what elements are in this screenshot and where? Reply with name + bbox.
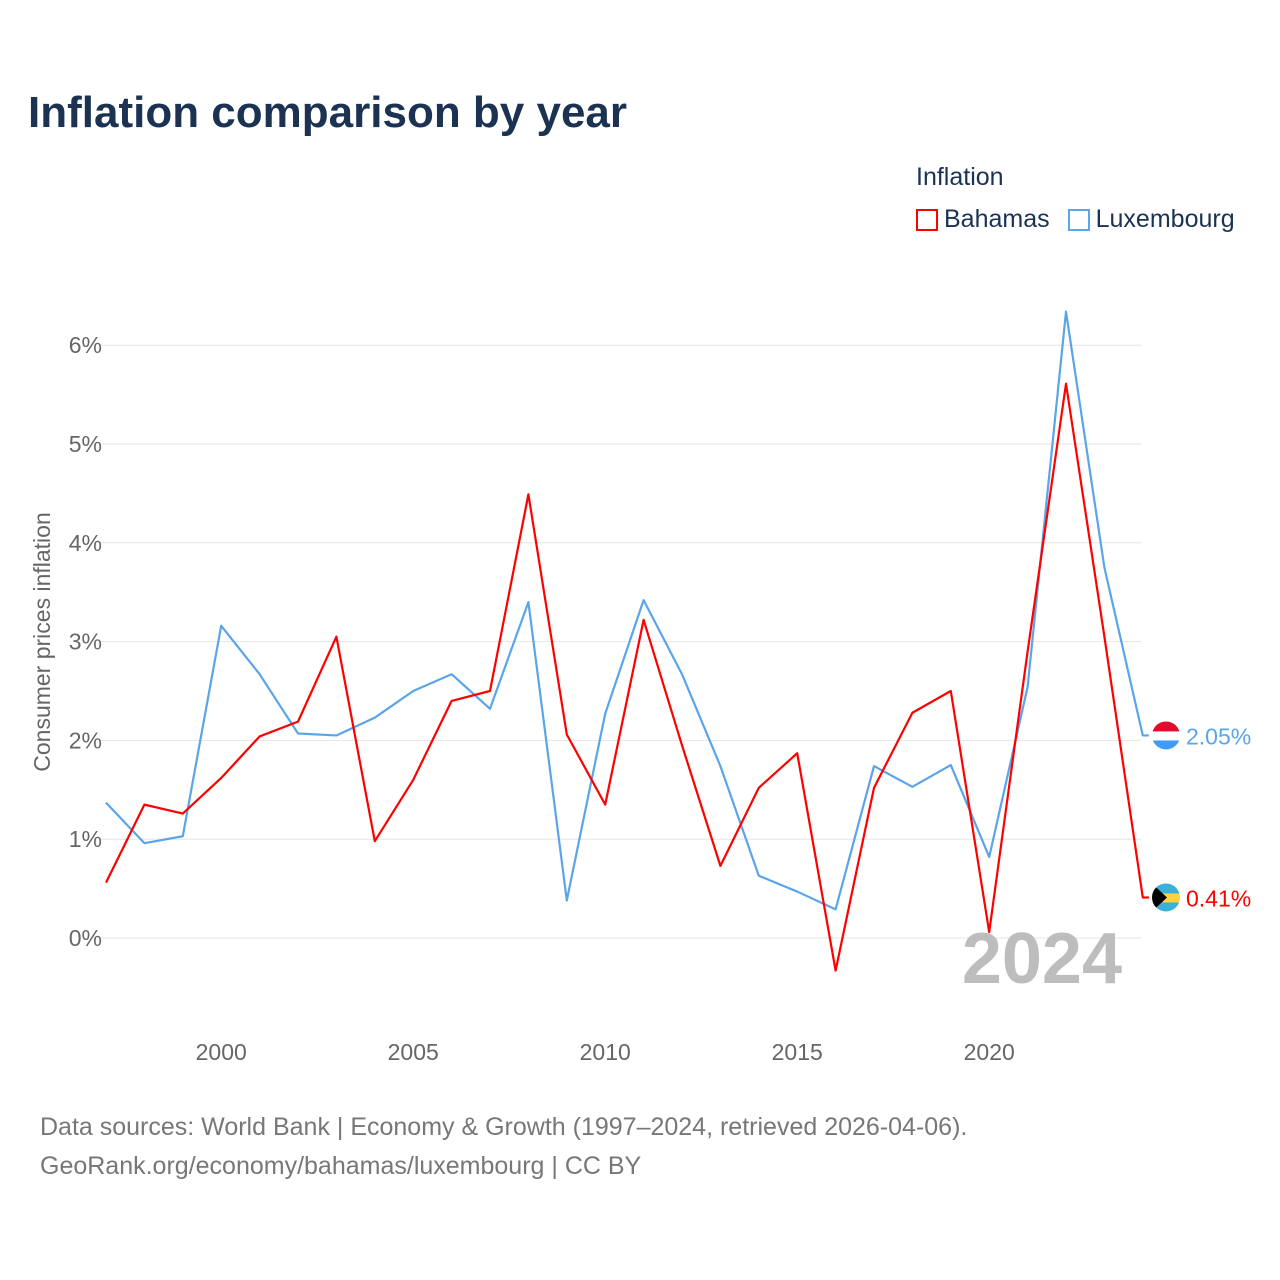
source-note: Data sources: World Bank | Economy & Gro… bbox=[40, 1108, 967, 1186]
y-tick-label: 4% bbox=[69, 530, 102, 556]
end-value-label: 0.41% bbox=[1186, 885, 1251, 911]
y-tick-label: 5% bbox=[69, 431, 102, 457]
luxembourg-flag-icon bbox=[1152, 721, 1180, 750]
y-tick-label: 1% bbox=[69, 826, 102, 852]
y-tick-label: 0% bbox=[69, 925, 102, 951]
x-tick-label: 2020 bbox=[964, 1039, 1015, 1065]
legend-label: Bahamas bbox=[944, 205, 1050, 233]
legend-label: Luxembourg bbox=[1095, 205, 1235, 233]
y-tick-label: 6% bbox=[69, 332, 102, 358]
x-tick-label: 2015 bbox=[772, 1039, 823, 1065]
legend: Bahamas Luxembourg bbox=[916, 205, 1235, 234]
year-watermark: 2024 bbox=[962, 919, 1122, 999]
bahamas-flag-icon bbox=[1152, 883, 1180, 912]
source-line-1: Data sources: World Bank | Economy & Gro… bbox=[40, 1113, 968, 1141]
y-tick-label: 3% bbox=[69, 629, 102, 655]
chart-title: Inflation comparison by year bbox=[28, 88, 628, 137]
legend-item-luxembourg[interactable]: Luxembourg bbox=[1067, 205, 1235, 234]
legend-swatch-luxembourg bbox=[1067, 208, 1090, 231]
legend-item-bahamas[interactable]: Bahamas bbox=[916, 205, 1050, 234]
y-tick-label: 2% bbox=[69, 727, 102, 753]
legend-swatch-bahamas bbox=[916, 208, 938, 231]
x-tick-label: 2010 bbox=[580, 1039, 631, 1065]
legend-title: Inflation bbox=[916, 163, 1004, 191]
x-tick-label: 2005 bbox=[388, 1039, 439, 1065]
end-value-label: 2.05% bbox=[1186, 723, 1251, 749]
series-line-bahamas bbox=[105, 382, 1149, 972]
y-axis-label: Consumer prices inflation bbox=[29, 512, 55, 772]
x-tick-label: 2000 bbox=[196, 1039, 247, 1065]
series-line-luxembourg bbox=[105, 310, 1149, 911]
source-line-2[interactable]: GeoRank.org/economy/bahamas/luxembourg |… bbox=[40, 1152, 642, 1180]
